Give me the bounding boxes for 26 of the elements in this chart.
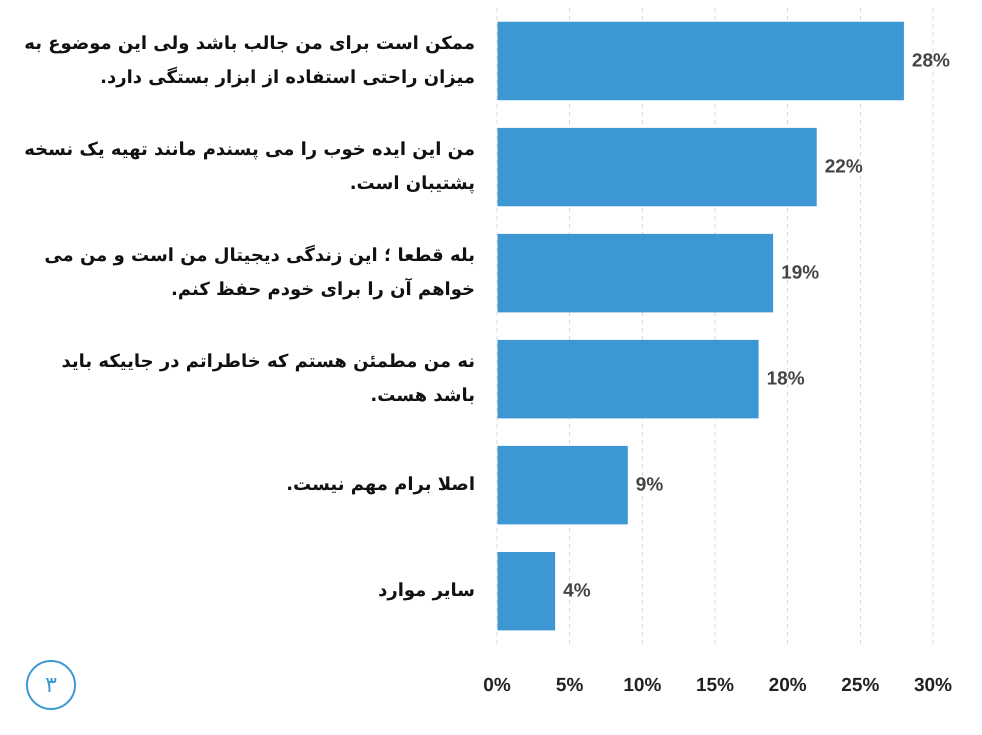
- bar: [498, 340, 759, 418]
- data-label: 28%: [912, 50, 950, 72]
- x-tick-label: 25%: [841, 674, 880, 696]
- bar: [498, 128, 817, 206]
- data-label: 22%: [824, 156, 863, 178]
- data-label: 18%: [766, 368, 805, 390]
- data-label: 19%: [781, 262, 820, 284]
- data-label: 4%: [563, 580, 591, 602]
- x-tick-label: 30%: [914, 674, 952, 696]
- bar: [498, 446, 628, 524]
- x-tick-label: 10%: [623, 674, 662, 696]
- page-number-circle: ۳: [26, 660, 76, 710]
- y-tick-label: ممکن است برای من جالب باشد ولی این موضوع به میزان راحتی استفاده از ابزار بستگی دارد.: [23, 32, 475, 90]
- x-tick-label: 15%: [696, 674, 734, 696]
- y-tick-label: سایر موارد: [377, 579, 475, 604]
- bar: [498, 552, 556, 630]
- x-tick-label: 20%: [768, 674, 807, 696]
- x-tick-label: 5%: [556, 674, 584, 696]
- y-tick-label: من این ایده خوب را می پسندم مانند تهیه یک نسخه پشتیبان است.: [23, 138, 475, 196]
- x-tick-label: 0%: [483, 674, 511, 696]
- bar: [498, 234, 774, 312]
- y-tick-label: بله قطعا ؛ این زندگی دیجیتال من است و من می خواهم آن را برای خودم حفظ کنم.: [43, 244, 475, 302]
- bar: [498, 22, 904, 100]
- data-label: 9%: [636, 474, 664, 496]
- y-tick-label: نه من مطمئن هستم که خاطراتم در جاییکه باید باشد هست.: [60, 350, 475, 408]
- y-tick-label: اصلا برام مهم نیست.: [285, 473, 475, 498]
